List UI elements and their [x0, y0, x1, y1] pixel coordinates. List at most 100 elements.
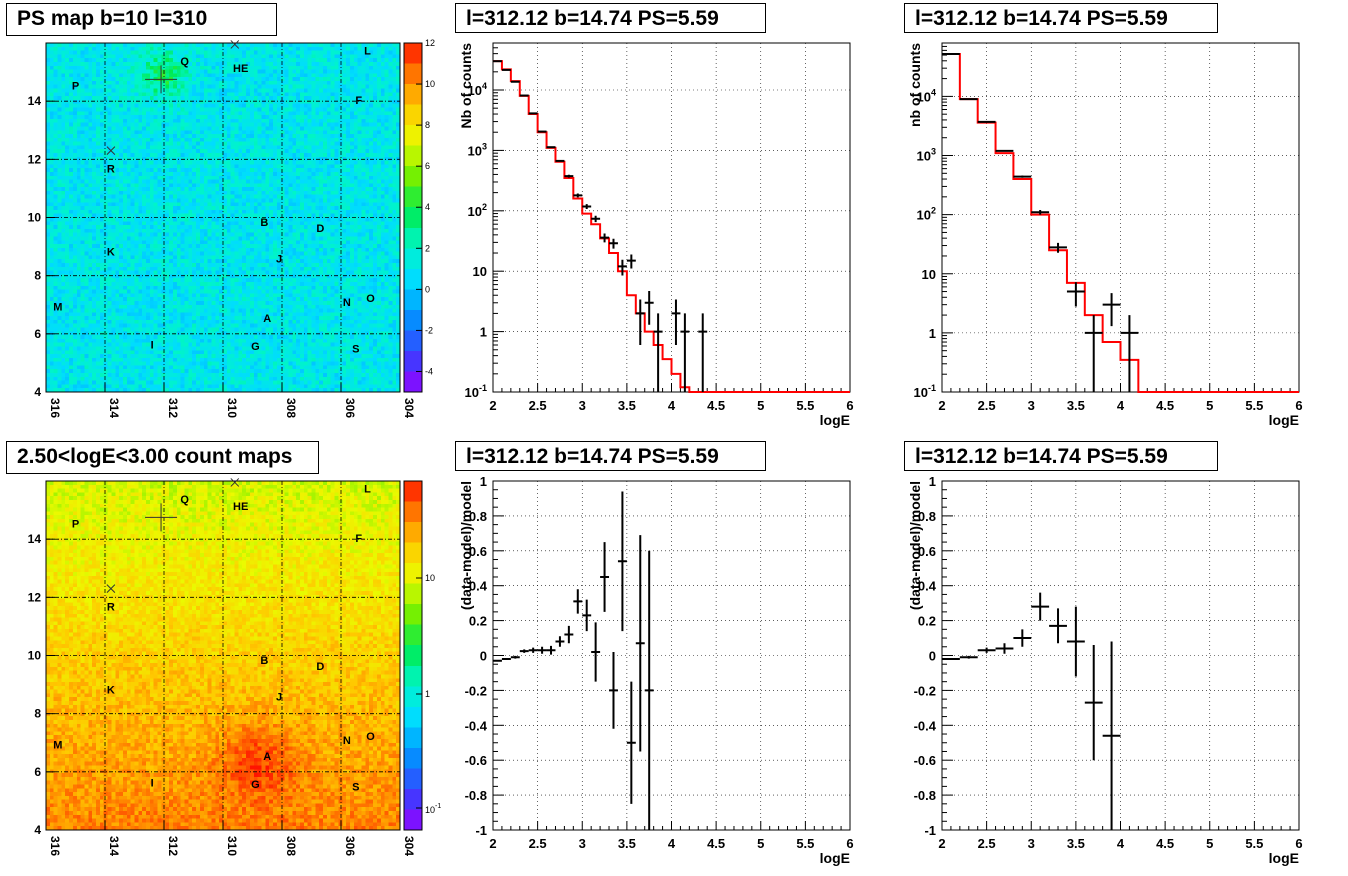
- x-tick-label: 4.5: [707, 398, 725, 413]
- colorbar-band: [404, 268, 422, 290]
- data-point: [977, 647, 996, 653]
- title-residual-right: l=312.12 b=14.74 PS=5.59: [904, 441, 1218, 471]
- y-tick-label: 10: [473, 264, 487, 279]
- colorbar-band: [404, 125, 422, 147]
- map-label: D: [316, 223, 324, 235]
- y-tick-exp: 3: [482, 141, 487, 151]
- y-tick-label: 0.8: [918, 509, 936, 524]
- map-marker-x: [106, 584, 116, 593]
- y-tick-exp: 4: [482, 81, 487, 91]
- data-point: [1102, 641, 1121, 830]
- data-point: [959, 655, 978, 659]
- x-tick-label: 3: [579, 398, 586, 413]
- x-tick-label: 5: [757, 398, 764, 413]
- count-map-panel: 316 314 312 310 308 306 304 4 6 8 10 12 14 L Q HE P F R B D K…: [28, 478, 441, 856]
- y-tick-label: 10-1: [465, 383, 487, 400]
- colorbar-band: [404, 330, 422, 352]
- colorbar-band: [404, 84, 422, 106]
- data-point: [510, 655, 520, 659]
- residual-left-xlabel: logE: [820, 850, 850, 866]
- data-point: [1013, 629, 1032, 647]
- x-tick-label: 316: [48, 836, 62, 856]
- x-tick-label: 3.5: [1067, 836, 1085, 851]
- x-tick-label: 310: [225, 836, 239, 856]
- colorbar-band: [404, 727, 422, 749]
- colorbar-band: [404, 104, 422, 126]
- y-tick-label: 10: [28, 649, 42, 663]
- colorbar-band: [404, 248, 422, 270]
- colorbar-tick-label: -4: [425, 366, 433, 376]
- data-point: [653, 313, 663, 392]
- colorbar-band: [404, 788, 422, 810]
- x-tick-label: 6: [1295, 836, 1302, 851]
- x-tick-label: 4: [1117, 398, 1125, 413]
- colorbar-frame: [403, 480, 423, 831]
- y-tick-label: -0.2: [914, 683, 936, 698]
- x-tick-label: 6: [1295, 398, 1302, 413]
- title-residual-left: l=312.12 b=14.74 PS=5.59: [455, 441, 766, 471]
- y-tick-label: -0.6: [914, 753, 936, 768]
- colorbar-frame: [403, 42, 423, 393]
- count-map-grid: [46, 481, 400, 830]
- y-tick-label: 4: [34, 385, 41, 399]
- y-tick-label: 12: [28, 590, 42, 604]
- data-point: [1102, 293, 1121, 327]
- colorbar-tick-label: 1: [425, 689, 430, 699]
- y-tick-label: 0.6: [469, 544, 487, 559]
- data-point: [1120, 315, 1139, 392]
- y-tick-label: -0.4: [465, 718, 488, 733]
- data-point: [644, 550, 654, 830]
- y-tick-base: 10: [917, 89, 931, 104]
- data-point: [591, 622, 601, 682]
- data-point: [528, 647, 538, 653]
- data-point: [573, 193, 583, 198]
- data-point: [1013, 175, 1032, 178]
- colorbar-band: [404, 747, 422, 769]
- colorbar-band: [404, 350, 422, 372]
- y-tick-label: 10: [922, 267, 936, 282]
- map-label: L: [364, 484, 371, 496]
- colorbar-band: [404, 43, 422, 65]
- y-tick-label: 0.4: [918, 579, 937, 594]
- data-point: [600, 542, 610, 612]
- data-point: [582, 599, 592, 632]
- data-point: [617, 491, 627, 632]
- y-tick-label: 0.4: [469, 579, 488, 594]
- map-marker-plus: [145, 65, 178, 94]
- colorbar-band: [404, 686, 422, 708]
- x-tick-label: 306: [343, 398, 357, 418]
- map-label: P: [72, 81, 79, 93]
- x-tick-label: 3.5: [618, 836, 636, 851]
- data-point: [609, 238, 618, 249]
- map-marker-x: [230, 478, 240, 487]
- colorbar-band: [404, 563, 422, 585]
- map-label: J: [276, 254, 282, 266]
- y-tick-label: 6: [34, 765, 41, 779]
- map-label: K: [107, 684, 115, 696]
- colorbar-band: [404, 145, 422, 167]
- data-point: [995, 149, 1014, 152]
- colorbar-band: [404, 768, 422, 790]
- x-tick-label: 5: [1206, 398, 1213, 413]
- y-tick-base: 10: [914, 385, 928, 400]
- y-tick-exp: -1: [479, 383, 487, 393]
- x-tick-label: 2.5: [529, 398, 547, 413]
- map-label: F: [355, 533, 362, 545]
- spectrum-right-ylabel: nb of counts: [907, 43, 923, 127]
- spectrum-left-grid: [493, 43, 850, 392]
- y-tick-exp: -1: [928, 383, 936, 393]
- y-tick-exp: 2: [482, 202, 487, 212]
- map-label: O: [366, 731, 375, 743]
- data-point: [519, 649, 529, 653]
- y-tick-label: 0: [480, 649, 487, 664]
- colorbar-band: [404, 166, 422, 188]
- x-tick-label: 4: [668, 836, 676, 851]
- spectrum-left-panel: 2 2.5 3 3.5 4 4.5 5 5.5 610-1110102103104logENb …: [458, 42, 854, 428]
- y-tick-label: 0.8: [469, 509, 487, 524]
- residual-left-panel: 2 2.5 3 3.5 4 4.5 5 5.5 6 -1 -0.8 -0.6 -0.4 -0.2 0 0.2 0…: [458, 474, 854, 866]
- residual-right-xlabel: logE: [1269, 850, 1299, 866]
- map-label: J: [276, 692, 282, 704]
- y-tick-label: 10: [28, 211, 42, 225]
